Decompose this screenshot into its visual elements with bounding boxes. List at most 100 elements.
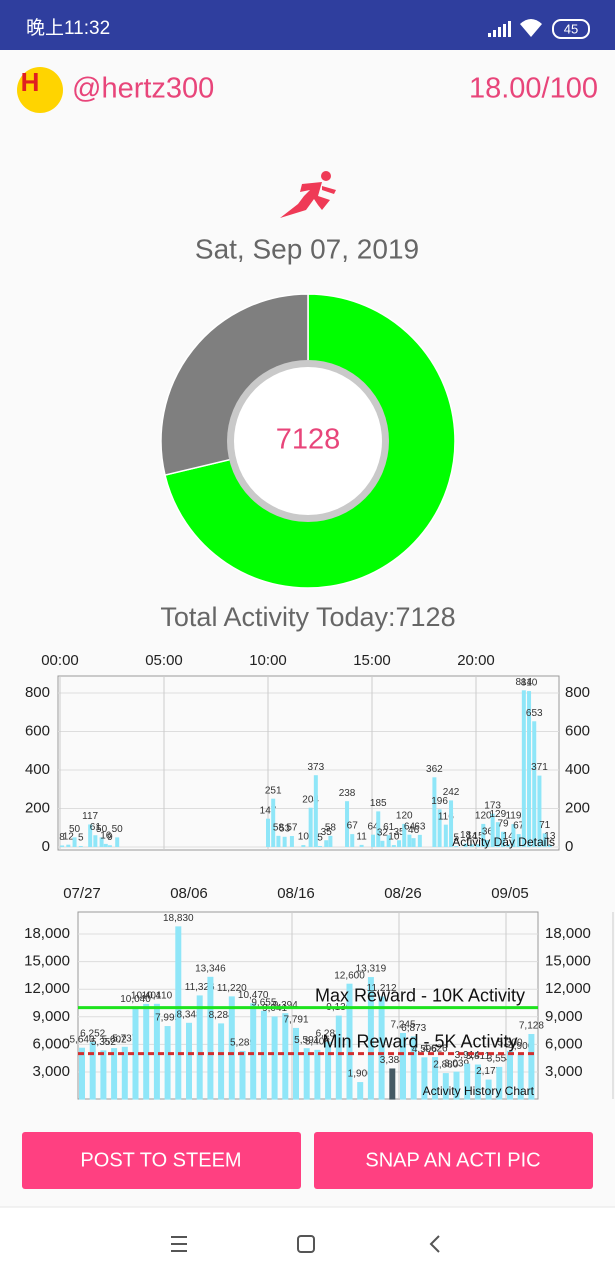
value-label: 1,906	[348, 1069, 373, 1080]
bar	[511, 824, 516, 847]
post-button-bg[interactable]	[22, 1132, 301, 1189]
snap-button-label[interactable]: SNAP AN ACTI PIC	[365, 1149, 540, 1171]
value-label: 251	[265, 785, 282, 796]
value-label: 129	[489, 809, 506, 820]
bar	[314, 1049, 321, 1100]
bar	[303, 1048, 310, 1100]
value-label: 57	[286, 823, 298, 834]
bar	[99, 837, 104, 847]
bar	[89, 1042, 96, 1100]
value-label: 36	[482, 827, 494, 838]
bar	[376, 811, 381, 847]
bar	[153, 1003, 160, 1100]
bar	[476, 844, 481, 847]
bar	[301, 845, 306, 847]
value-label: 11,212	[367, 983, 397, 994]
post-button-label[interactable]: POST TO STEEM	[80, 1149, 241, 1171]
bar	[143, 1003, 150, 1100]
pie-center-label: 7128	[276, 424, 341, 456]
bar	[88, 824, 93, 847]
value-label: 185	[370, 798, 387, 809]
bar	[60, 845, 65, 847]
bar	[391, 845, 396, 847]
bar	[115, 837, 120, 847]
bar	[432, 1057, 439, 1100]
bar	[501, 831, 506, 847]
value-label: 4,900	[508, 1041, 533, 1052]
value-label: 810	[521, 678, 538, 689]
value-label: 2,177	[476, 1066, 501, 1077]
pie-hole	[234, 367, 382, 515]
bar	[359, 844, 364, 847]
value-label: 204	[302, 794, 319, 805]
value-label: 3,554	[487, 1054, 512, 1065]
menu-button[interactable]	[171, 1236, 187, 1252]
value-label: 147	[260, 805, 277, 816]
date: Sat, Sep 07, 2019	[195, 233, 419, 264]
y2-tick-label: 15,000	[545, 953, 591, 970]
snap-button-bg[interactable]	[314, 1132, 593, 1189]
bar	[271, 1016, 278, 1100]
bar	[66, 844, 71, 847]
bar	[417, 834, 422, 847]
y2-tick-label: 400	[565, 761, 590, 778]
value-label: 653	[526, 708, 543, 719]
bar	[516, 834, 521, 847]
chart-title: Activity Day Details	[452, 835, 555, 849]
value-label: 5,640	[69, 1034, 94, 1045]
bar	[121, 1046, 128, 1100]
bar	[100, 1050, 107, 1100]
value-label: 5,300	[497, 1037, 522, 1048]
bar	[282, 1013, 289, 1100]
bar	[250, 1003, 257, 1100]
value-label: 67	[513, 821, 525, 832]
value-label: 67	[347, 821, 359, 832]
value-label: 35	[393, 827, 405, 838]
value-label: 50	[69, 824, 81, 835]
y2-tick-label: 12,000	[545, 980, 591, 997]
bar	[196, 995, 203, 1100]
y-tick-label: 200	[25, 799, 50, 816]
bar	[437, 809, 442, 847]
value-label: 46	[408, 825, 420, 836]
y-tick-label: 400	[25, 761, 50, 778]
y2-tick-label: 0	[565, 838, 573, 855]
y2-tick-label: 9,000	[545, 1008, 583, 1025]
snap-button[interactable]: SNAP AN ACTI PIC	[314, 1132, 593, 1189]
value-label: 15	[473, 831, 485, 842]
y-tick-label: 6,000	[32, 1035, 70, 1052]
status-time: 晚上11:32	[26, 17, 110, 39]
bar	[527, 691, 532, 847]
value-label: 13,319	[356, 964, 387, 975]
bar	[367, 977, 374, 1100]
bar	[547, 844, 552, 847]
value-label: 50	[96, 824, 108, 835]
bar	[532, 721, 537, 847]
back-button[interactable]	[429, 1235, 440, 1253]
home-button[interactable]	[297, 1235, 315, 1253]
value-label: 50	[112, 824, 124, 835]
bar	[324, 840, 329, 847]
bar	[239, 1050, 246, 1100]
value-label: 5	[78, 833, 84, 844]
value-label: 6,252	[80, 1029, 105, 1040]
score: 18.00/100	[469, 73, 598, 105]
bar	[186, 1022, 192, 1100]
value-label: 11,326	[185, 982, 215, 993]
value-label: 35	[321, 827, 333, 838]
bar	[266, 818, 270, 847]
value-label: 61	[90, 822, 102, 833]
bar	[464, 1063, 471, 1100]
bar	[328, 835, 333, 847]
bar	[380, 840, 385, 847]
bar	[335, 1015, 342, 1100]
post-button[interactable]: POST TO STEEM	[22, 1132, 301, 1189]
bar	[496, 1066, 503, 1100]
bar	[469, 844, 474, 847]
bar	[397, 840, 402, 847]
bar	[481, 823, 486, 847]
value-label: 14	[466, 831, 478, 842]
value-label: 8	[59, 832, 65, 843]
value-label: 10,040	[120, 994, 151, 1005]
username: @hertz300	[72, 73, 214, 105]
